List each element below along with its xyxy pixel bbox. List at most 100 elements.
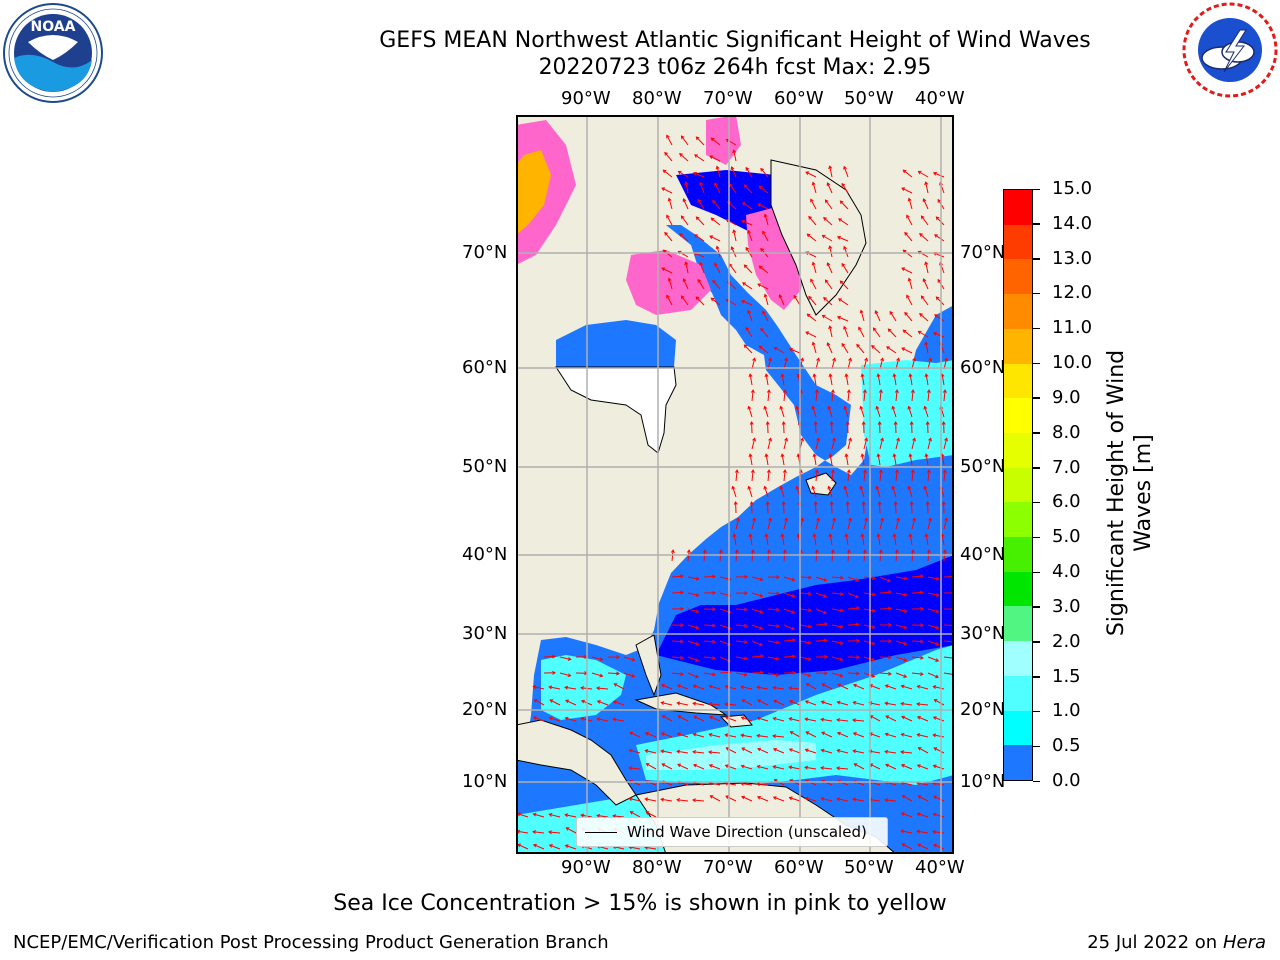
wind-arrow	[943, 470, 946, 482]
wind-arrow-head	[660, 683, 665, 688]
wind-arrow	[799, 672, 811, 677]
wind-arrow-head	[629, 811, 634, 815]
wind-arrow-head	[932, 812, 937, 817]
wind-arrow	[871, 345, 881, 354]
wind-arrow-head	[916, 812, 921, 817]
wind-arrow-head	[807, 657, 812, 661]
wind-arrow	[831, 624, 843, 628]
wind-arrow	[748, 486, 753, 498]
wind-arrow	[823, 297, 833, 306]
wind-arrow	[911, 470, 914, 482]
wind-arrow	[861, 374, 865, 386]
wind-arrow-head	[935, 674, 939, 679]
wind-arrow-head	[884, 684, 889, 689]
wind-arrow	[710, 297, 721, 306]
wind-arrow	[847, 470, 850, 482]
wind-arrow-head	[792, 638, 796, 643]
wind-arrow-head	[861, 501, 866, 505]
wind-arrow-head	[740, 685, 745, 690]
wind-arrow-head	[894, 389, 899, 394]
wind-arrow	[917, 734, 929, 738]
graticule	[516, 115, 954, 854]
wind-arrow	[843, 166, 849, 178]
wind-arrow	[741, 765, 753, 770]
wind-arrow-head	[756, 716, 761, 721]
wind-arrow	[549, 717, 561, 722]
wind-arrow-head	[680, 606, 684, 611]
wind-arrow-head	[806, 313, 811, 318]
wind-arrow	[661, 750, 673, 754]
colorbar-tick-label: 10.0	[1052, 352, 1093, 374]
wind-arrow-head	[599, 673, 604, 678]
wind-arrow-head	[800, 517, 804, 522]
wind-arrow	[741, 796, 753, 802]
footer-host: Hera	[1222, 932, 1266, 953]
colorbar-tick-mark	[1033, 571, 1040, 574]
wind-arrow	[921, 295, 929, 306]
colorbar-tick-label: 0.0	[1052, 770, 1081, 791]
wind-arrow-head	[788, 347, 793, 352]
wind-arrow-head	[932, 331, 937, 336]
wind-arrow-head	[888, 639, 892, 644]
wind-arrow	[943, 390, 946, 402]
wind-arrow-head	[872, 327, 877, 332]
wind-arrow	[902, 795, 913, 802]
wind-arrow-head	[800, 437, 804, 442]
colorbar-tick-mark	[1033, 641, 1040, 643]
wind-arrow	[751, 518, 756, 530]
wind-arrow	[831, 358, 836, 370]
wind-arrow	[861, 534, 865, 546]
wind-arrow-head	[935, 593, 940, 597]
wind-arrow-head	[859, 405, 864, 410]
wind-arrow	[853, 750, 865, 754]
wind-arrow-head	[692, 798, 696, 803]
wind-arrow-head	[836, 700, 841, 705]
wind-arrow-head	[715, 245, 720, 250]
wind-arrow-head	[852, 732, 857, 736]
wind-arrow-head	[900, 763, 905, 768]
wind-arrow-head	[757, 699, 762, 703]
wind-arrow	[936, 296, 945, 306]
wind-arrow-head	[679, 232, 683, 237]
wind-arrow-head	[839, 673, 844, 678]
wind-arrow	[751, 655, 764, 658]
wind-arrow-head	[933, 747, 938, 751]
wind-arrow-head	[732, 533, 737, 538]
lat-label-left: 30°N	[462, 623, 508, 644]
wind-arrow	[875, 310, 881, 322]
wind-arrow-head	[745, 246, 750, 251]
wind-arrow	[703, 575, 716, 578]
greenland-north	[736, 115, 954, 305]
colorbar-tick-mark	[1033, 467, 1040, 469]
wind-arrow	[783, 655, 796, 658]
wind-arrow-head	[779, 405, 784, 410]
wind-arrow	[827, 262, 833, 274]
wind-arrow	[933, 716, 945, 722]
wind-arrow	[614, 683, 625, 690]
wind-arrow	[725, 782, 737, 786]
wind-arrow	[860, 486, 865, 498]
wind-arrow-head	[901, 795, 906, 799]
wind-arrow-head	[810, 198, 814, 203]
wind-arrow	[838, 218, 849, 226]
wind-arrow-head	[920, 606, 924, 611]
wind-arrow-head	[766, 389, 771, 394]
footer-left: NCEP/EMC/Verification Post Processing Pr…	[13, 932, 609, 953]
lon-label-bottom: 70°W	[703, 857, 753, 878]
colorbar-tick-mark	[1033, 258, 1040, 260]
wind-arrow-head	[760, 327, 764, 332]
wind-arrow	[925, 534, 929, 546]
wind-arrow-head	[906, 294, 910, 299]
wind-arrow	[901, 685, 913, 690]
wind-arrow-head	[743, 640, 748, 645]
wind-arrow	[735, 672, 747, 676]
wind-arrow-head	[763, 405, 768, 410]
wind-arrow	[893, 374, 897, 386]
wind-arrow	[812, 262, 817, 274]
wind-arrow	[671, 575, 684, 578]
wind-arrow	[757, 203, 769, 210]
colorbar-segment	[1004, 537, 1032, 572]
wind-arrow	[664, 232, 673, 242]
wind-arrow-head	[888, 590, 892, 595]
colorbar-segment	[1004, 328, 1032, 364]
